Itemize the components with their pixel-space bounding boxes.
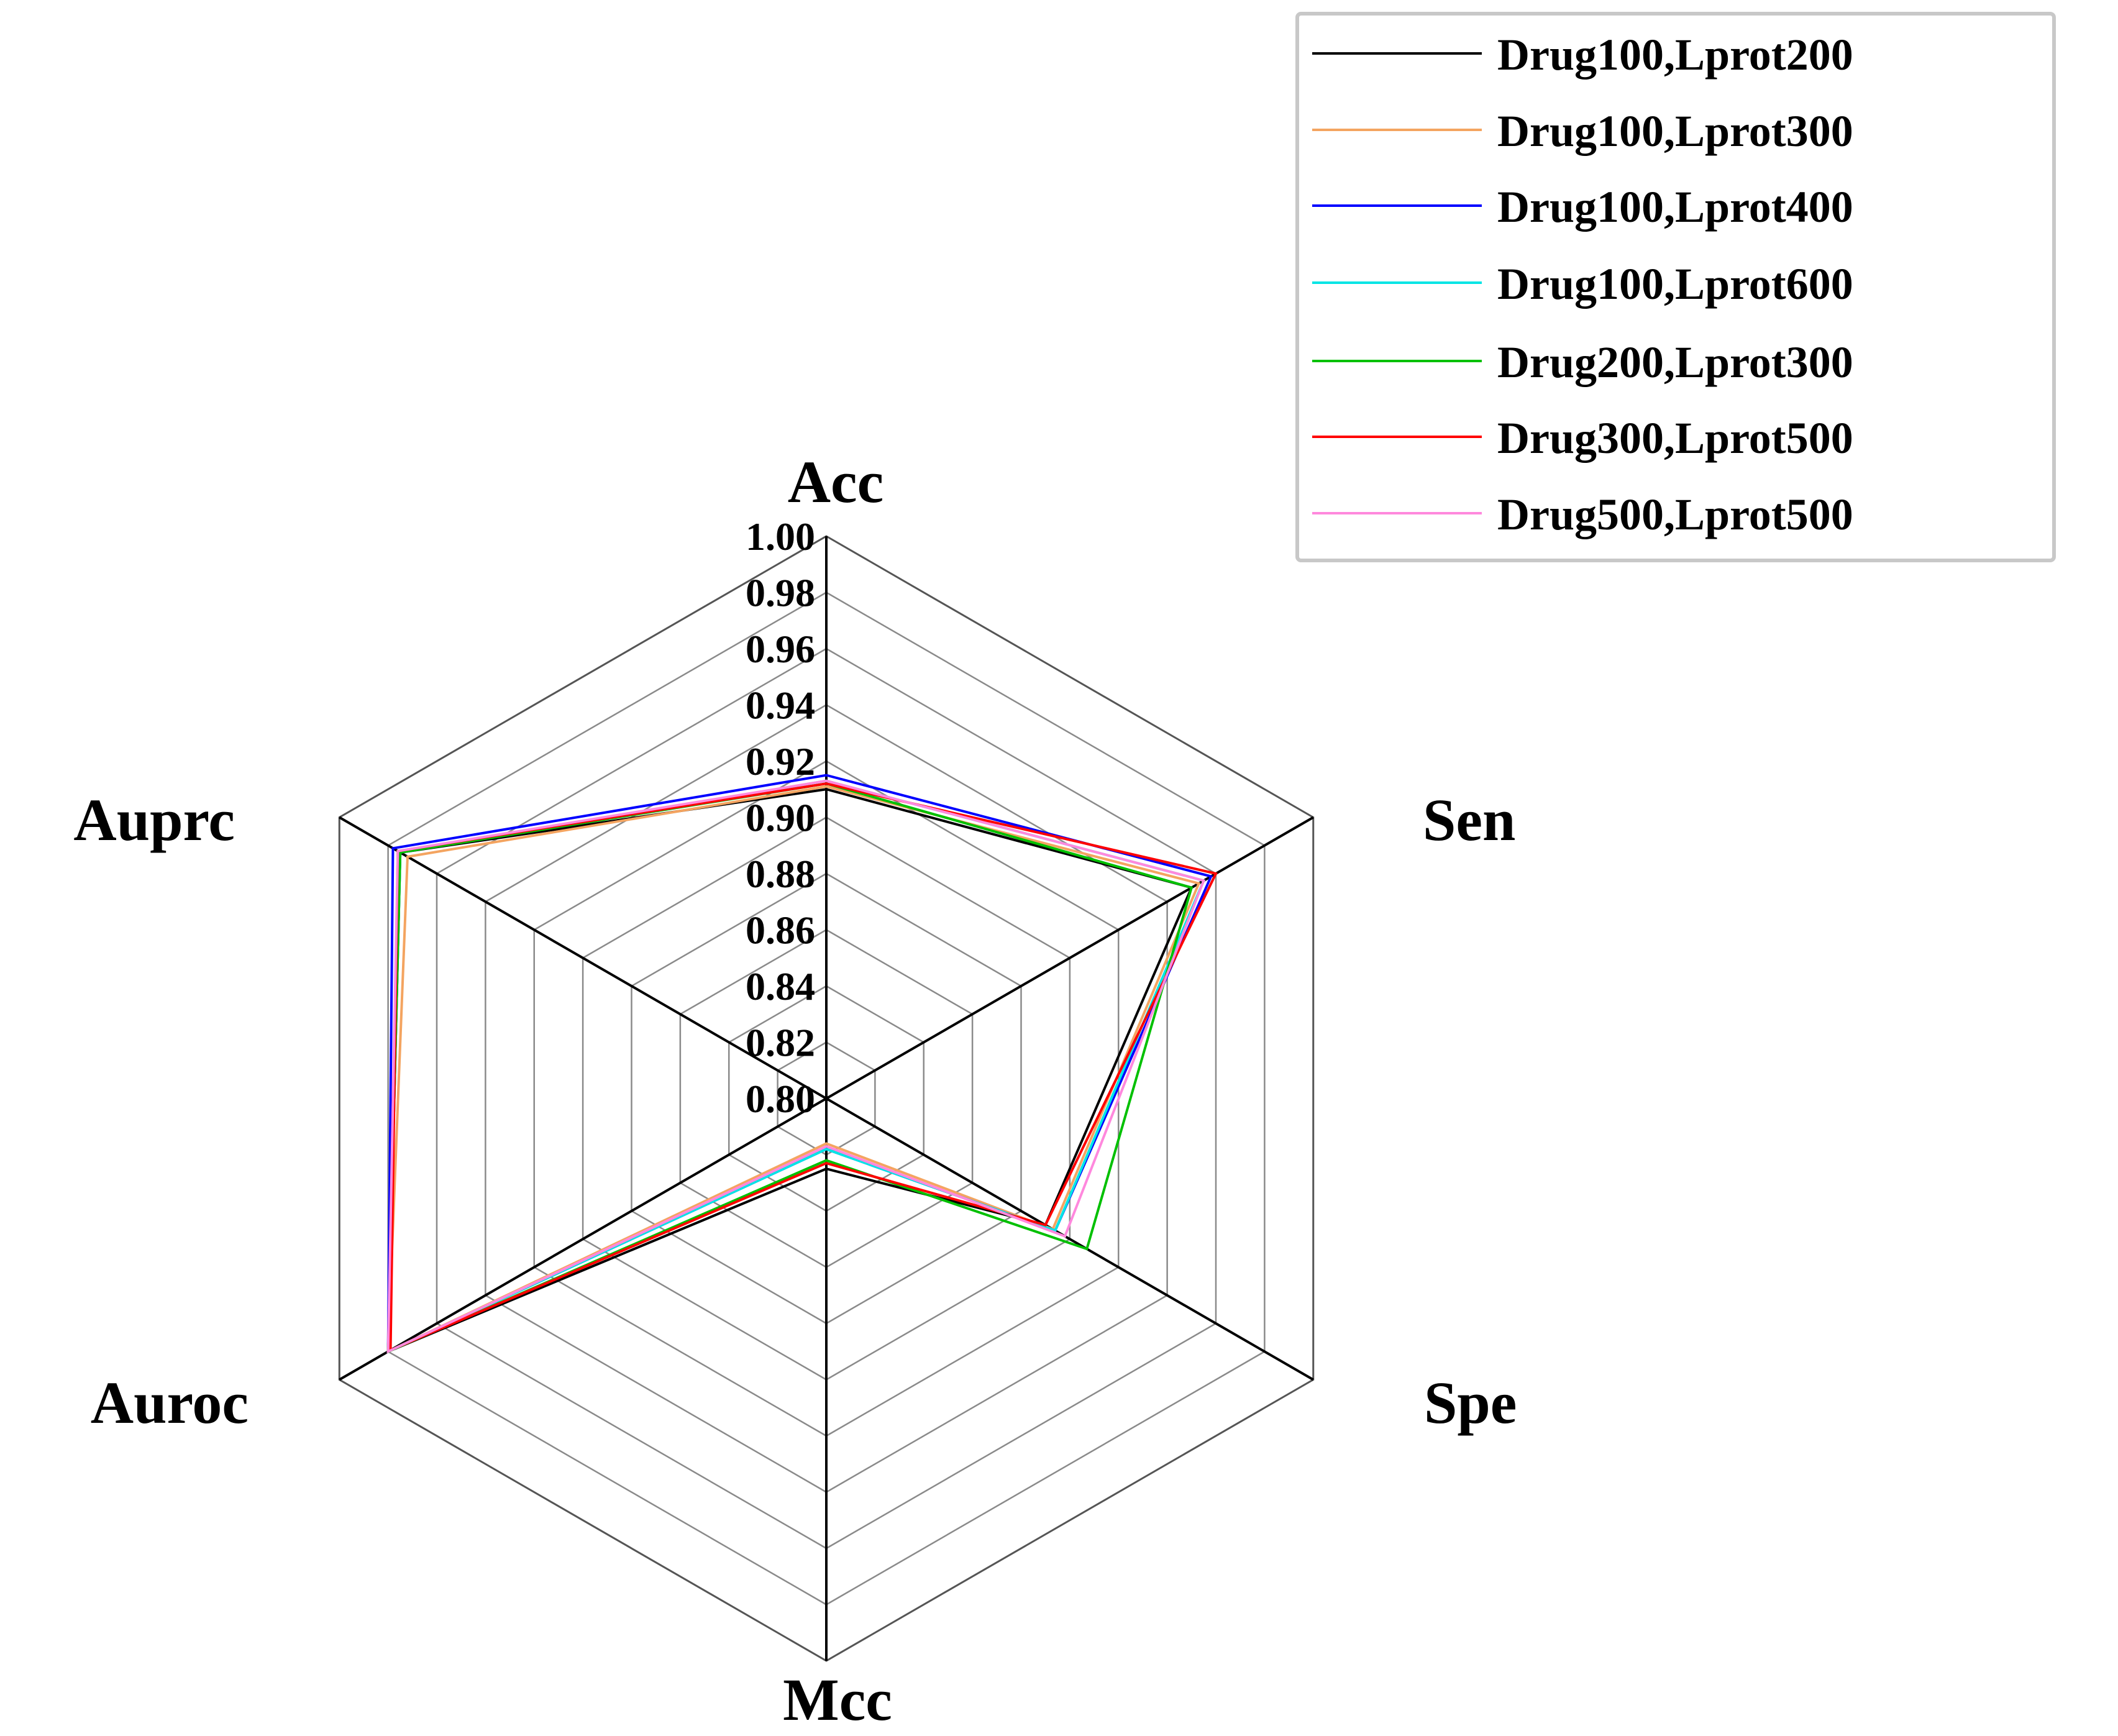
- axis-title-spe: Spe: [1424, 1369, 1517, 1436]
- axis-spoke: [825, 1097, 1314, 1381]
- tick-label: 1.00: [746, 514, 815, 559]
- axis-title-auroc: Auroc: [91, 1369, 249, 1436]
- legend-label: Drug100,Lprot300: [1497, 106, 1853, 156]
- tick-label: 0.98: [746, 571, 815, 615]
- tick-label: 0.94: [746, 683, 815, 728]
- legend-label: Drug100,Lprot400: [1497, 182, 1853, 232]
- legend-label: Drug100,Lprot200: [1497, 30, 1853, 80]
- legend-label: Drug300,Lprot500: [1497, 413, 1853, 463]
- tick-label: 0.86: [746, 908, 815, 953]
- axis-spoke: [339, 816, 827, 1100]
- axis-title-acc: Acc: [788, 449, 884, 515]
- axis-spoke: [825, 816, 1314, 1100]
- tick-label: 0.84: [746, 964, 815, 1008]
- axis-title-auprc: Auprc: [73, 787, 235, 853]
- tick-label: 0.96: [746, 627, 815, 671]
- axis-spoke: [339, 1097, 827, 1381]
- radial-tick-labels: 1.00 0.98 0.96 0.94 0.92 0.90 0.88 0.86 0.84 0.82…: [746, 514, 815, 1121]
- tick-label: 0.88: [746, 852, 815, 896]
- legend-label: Drug100,Lprot600: [1497, 259, 1853, 309]
- axis-titles: Acc Sen Spe Mcc Auroc Auprc: [73, 449, 1517, 1733]
- radar-spokes: [339, 536, 1314, 1661]
- legend-box: [1295, 12, 2056, 562]
- axis-title-sen: Sen: [1423, 787, 1515, 853]
- tick-label: 0.90: [746, 796, 815, 840]
- series-line: [386, 779, 1206, 1354]
- legend: Drug100,Lprot200 Drug100,Lprot300 Drug100,…: [1295, 12, 2056, 562]
- series-line: [386, 782, 1194, 1354]
- tick-label: 0.82: [746, 1021, 815, 1065]
- series-line: [386, 785, 1201, 1354]
- axis-title-mcc: Mcc: [783, 1666, 892, 1733]
- legend-label: Drug200,Lprot300: [1497, 337, 1853, 387]
- radar-series: [386, 774, 1218, 1354]
- tick-label: 0.92: [746, 739, 815, 783]
- tick-label: 0.80: [746, 1077, 815, 1121]
- legend-label: Drug500,Lprot500: [1497, 490, 1853, 539]
